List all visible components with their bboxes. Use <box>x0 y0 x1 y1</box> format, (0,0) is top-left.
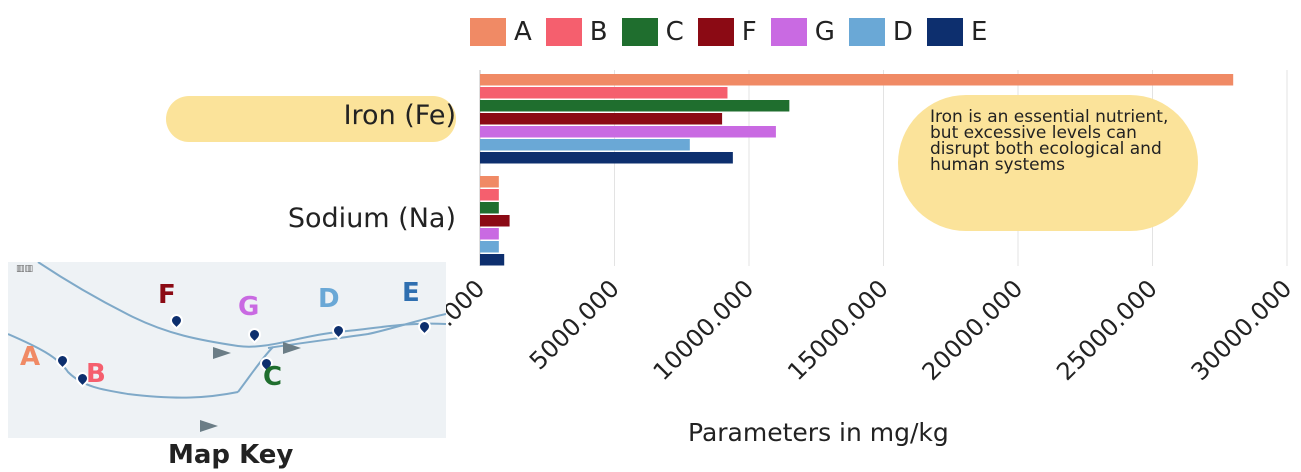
legend-item-d: D <box>848 17 913 47</box>
legend-swatch <box>697 18 734 46</box>
legend-swatch <box>848 18 885 46</box>
map-pin-label-b: B <box>86 359 106 389</box>
x-tick-label: 5000.000 <box>524 274 625 375</box>
map-key-caption: Map Key <box>168 440 294 470</box>
annotation-callout: Iron is an essential nutrient, but exces… <box>898 95 1198 231</box>
legend-item-f: F <box>697 17 757 47</box>
bar-b-sodium <box>480 189 499 201</box>
bar-e-sodium <box>480 254 505 266</box>
map-pin-label-d: D <box>318 284 340 314</box>
highlight-pill <box>166 96 456 142</box>
map-pin-label-c: C <box>263 362 283 392</box>
bar-f-sodium <box>480 215 510 227</box>
legend-label: G <box>814 17 835 47</box>
legend-label: F <box>741 17 757 47</box>
map-pin-label-f: F <box>158 280 176 310</box>
map-pin-label-a: A <box>20 342 41 372</box>
legend-swatch <box>545 18 582 46</box>
legend-item-g: G <box>770 17 835 47</box>
legend-item-b: B <box>545 17 608 47</box>
legend-item-c: C <box>621 17 684 47</box>
bar-f-iron <box>480 113 723 125</box>
map-pin-label-g: G <box>238 292 260 322</box>
bar-g-iron <box>480 126 776 138</box>
x-tick-label: 10000.000 <box>648 274 760 386</box>
bar-c-iron <box>480 100 790 112</box>
x-axis-title: Parameters in mg/kg <box>688 418 949 447</box>
bar-c-sodium <box>480 202 499 214</box>
bar-a-sodium <box>480 176 499 188</box>
legend-item-e: E <box>926 17 988 47</box>
legend-label: D <box>892 17 913 47</box>
bar-d-sodium <box>480 241 499 253</box>
bar-e-iron <box>480 152 733 164</box>
map-logo: ▥▥ <box>16 264 34 274</box>
legend-label: A <box>514 17 532 47</box>
bar-g-sodium <box>480 228 499 240</box>
map-pin-label-e: E <box>402 278 420 308</box>
x-tick-label: 15000.000 <box>782 274 894 386</box>
legend-label: C <box>665 17 684 47</box>
category-label-sodium: Sodium (Na) <box>287 203 456 234</box>
legend-label: B <box>589 17 608 47</box>
bar-a-iron <box>480 74 1234 86</box>
legend-swatch <box>470 18 506 46</box>
legend-swatch <box>926 18 963 46</box>
legend-item-a: A <box>470 18 532 46</box>
x-tick-label: 30000.000 <box>1186 274 1298 386</box>
river-network <box>8 262 446 432</box>
legend-label: E <box>970 17 988 47</box>
legend-swatch <box>770 18 807 46</box>
bar-b-iron <box>480 87 728 99</box>
bar-d-iron <box>480 139 690 151</box>
x-tick-label: 25000.000 <box>1051 274 1163 386</box>
category-label-iron: Iron (Fe) <box>343 100 456 131</box>
x-tick-label: 20000.000 <box>917 274 1029 386</box>
legend-swatch <box>621 18 658 46</box>
map-image: ▥▥ A B C F G D E <box>8 262 446 438</box>
